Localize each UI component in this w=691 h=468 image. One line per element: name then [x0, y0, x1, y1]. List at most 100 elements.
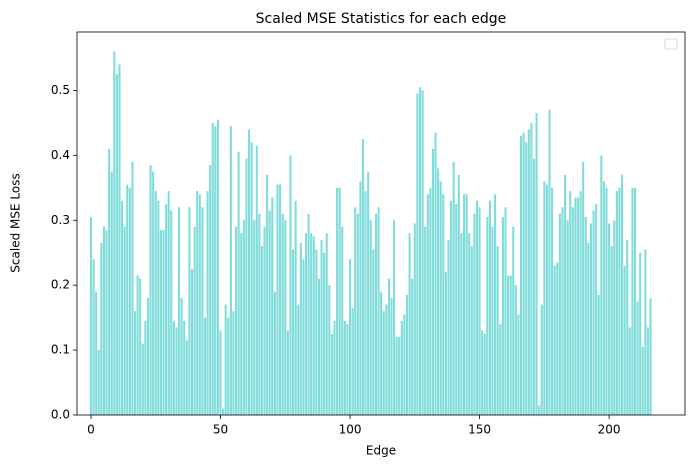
- bar: [152, 171, 155, 415]
- y-tick-label: 0.1: [51, 343, 70, 357]
- bar: [457, 174, 460, 415]
- bar: [527, 129, 530, 416]
- bar: [455, 204, 458, 415]
- bar: [113, 51, 116, 415]
- bar: [556, 262, 559, 415]
- bar: [470, 246, 473, 415]
- bar: [361, 139, 365, 415]
- bar: [496, 246, 499, 415]
- bar: [564, 174, 567, 415]
- bar: [307, 213, 310, 415]
- bar: [330, 333, 333, 415]
- bar: [608, 223, 611, 415]
- bar: [390, 298, 393, 415]
- bar: [413, 223, 416, 415]
- bar: [504, 207, 507, 415]
- bar: [343, 320, 346, 415]
- bar: [372, 249, 375, 415]
- bar: [553, 265, 556, 415]
- bar: [95, 291, 98, 415]
- bar: [385, 304, 388, 415]
- bar: [325, 233, 328, 415]
- bar: [341, 226, 344, 415]
- bar: [281, 213, 284, 415]
- bar: [227, 317, 230, 415]
- bar: [92, 259, 95, 415]
- bar: [253, 220, 256, 415]
- bar: [545, 184, 548, 415]
- x-axis-label: Edge: [366, 444, 396, 458]
- bar: [641, 346, 644, 415]
- bar: [351, 307, 354, 415]
- bar: [512, 226, 515, 415]
- bar: [491, 226, 494, 415]
- bar: [395, 337, 398, 415]
- bar: [266, 174, 269, 415]
- bar: [268, 210, 271, 415]
- bar: [299, 242, 302, 415]
- bar: [488, 200, 491, 415]
- bar: [289, 155, 292, 415]
- bar: [286, 330, 289, 415]
- bar: [426, 194, 429, 415]
- bar: [597, 294, 600, 415]
- bar: [364, 191, 367, 415]
- bar: [566, 220, 569, 415]
- bar: [250, 142, 253, 415]
- bar: [367, 171, 370, 415]
- bar: [584, 217, 587, 415]
- bar: [571, 207, 574, 415]
- bar: [610, 246, 613, 415]
- bar: [302, 259, 305, 415]
- bar: [240, 233, 243, 415]
- bar: [131, 161, 134, 415]
- bar: [507, 275, 510, 415]
- bar: [579, 191, 582, 415]
- bar: [237, 152, 240, 416]
- bar: [271, 197, 274, 415]
- x-tick-label: 0: [87, 423, 95, 437]
- bar: [159, 229, 162, 415]
- bar: [369, 220, 372, 415]
- bar: [633, 187, 637, 415]
- x-tick-label: 50: [213, 423, 228, 437]
- bar: [398, 337, 401, 415]
- bar: [229, 126, 232, 415]
- bar: [475, 200, 479, 415]
- bar: [102, 226, 105, 415]
- bar: [442, 194, 445, 415]
- chart-title: Scaled MSE Statistics for each edge: [256, 11, 507, 27]
- legend: [664, 38, 678, 50]
- bar: [349, 259, 352, 415]
- bar: [178, 207, 181, 415]
- y-tick-label: 0.3: [51, 213, 70, 227]
- bar: [209, 165, 212, 415]
- bar: [509, 275, 512, 415]
- bar: [196, 191, 199, 415]
- bar: [517, 314, 520, 415]
- bar: [263, 226, 266, 415]
- bar: [294, 200, 297, 415]
- bar: [439, 181, 442, 415]
- bar: [297, 304, 300, 415]
- bar: [154, 191, 157, 415]
- bar: [587, 242, 590, 415]
- bar: [105, 229, 108, 415]
- bar: [569, 191, 572, 415]
- x-tick-label: 150: [468, 423, 491, 437]
- bar: [146, 298, 150, 415]
- bar: [211, 122, 214, 416]
- bar: [374, 213, 377, 415]
- bar: [185, 340, 188, 415]
- bar: [592, 210, 595, 415]
- bar: [636, 301, 639, 415]
- bar: [172, 320, 175, 415]
- bar: [551, 187, 554, 415]
- bar: [393, 220, 396, 415]
- bar: [356, 213, 359, 415]
- bar: [437, 168, 440, 415]
- bar: [242, 220, 245, 415]
- bar: [136, 275, 139, 415]
- bar: [621, 174, 624, 415]
- y-tick-label: 0.5: [51, 83, 70, 97]
